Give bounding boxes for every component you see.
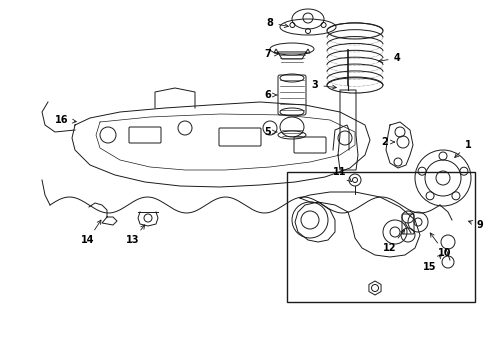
Text: 4: 4: [379, 53, 400, 63]
Text: 12: 12: [383, 230, 405, 253]
Text: 5: 5: [265, 127, 277, 137]
Text: 1: 1: [455, 140, 471, 157]
Text: 3: 3: [312, 80, 336, 90]
Text: 16: 16: [55, 115, 76, 125]
Text: 6: 6: [265, 90, 277, 100]
Text: 13: 13: [126, 225, 145, 245]
Text: 7: 7: [265, 49, 278, 59]
Text: 11: 11: [333, 167, 351, 182]
Text: 9: 9: [468, 220, 483, 230]
Text: 2: 2: [382, 137, 394, 147]
Text: 14: 14: [81, 220, 101, 245]
Text: 10: 10: [430, 233, 452, 258]
Text: 15: 15: [423, 255, 441, 272]
Text: 8: 8: [267, 18, 288, 28]
